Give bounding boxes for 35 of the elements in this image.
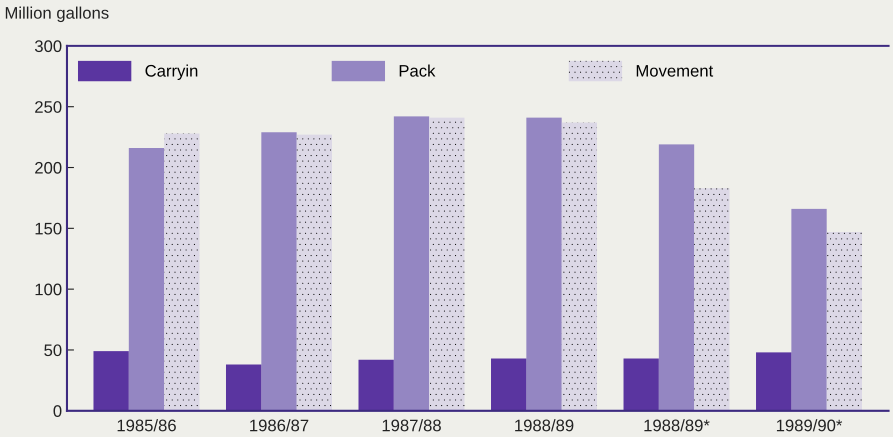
bar [358, 360, 394, 411]
bar [491, 358, 526, 411]
bar [261, 132, 297, 411]
bar [526, 118, 562, 411]
y-tick-label: 50 [44, 344, 62, 356]
x-tick-label: 1986/87 [250, 419, 308, 432]
y-tick-label: 250 [35, 101, 62, 113]
legend-label: Movement [636, 65, 714, 77]
x-tick-label: 1989/90* [776, 419, 842, 432]
y-tick-label: 300 [34, 40, 62, 52]
legend-label: Pack [400, 64, 436, 77]
bar [164, 133, 200, 411]
bar [791, 208, 827, 411]
bar [394, 116, 430, 411]
bar [128, 148, 164, 411]
bar [226, 364, 262, 411]
bar [756, 352, 792, 411]
x-tick-label: 1985/86 [118, 419, 176, 432]
y-tick-label: 200 [35, 162, 62, 174]
bar [562, 122, 598, 411]
y-tick-label: 150 [36, 222, 62, 235]
y-axis-title: Million gallons [6, 6, 109, 22]
bar [429, 118, 465, 411]
x-tick-label: 1988/89 [515, 419, 574, 432]
legend-label: Carryin [145, 64, 198, 80]
bar [658, 144, 694, 411]
x-tick-label: 1988/89* [644, 419, 710, 432]
x-tick-label: 1987/88 [382, 419, 441, 432]
bar [826, 232, 862, 411]
y-tick-label: 100 [36, 284, 62, 296]
bar [93, 351, 129, 411]
bar [694, 188, 730, 411]
bar [624, 358, 659, 411]
y-tick-label: 0 [53, 405, 62, 417]
bar [296, 134, 332, 411]
